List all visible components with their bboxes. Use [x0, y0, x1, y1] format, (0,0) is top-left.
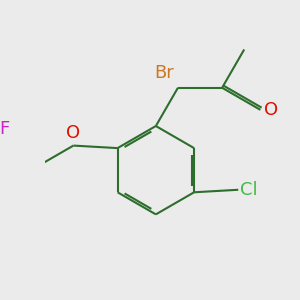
Text: O: O — [264, 101, 278, 119]
Text: F: F — [0, 120, 9, 138]
Text: Br: Br — [154, 64, 174, 82]
Text: O: O — [66, 124, 80, 142]
Text: Cl: Cl — [239, 181, 257, 199]
